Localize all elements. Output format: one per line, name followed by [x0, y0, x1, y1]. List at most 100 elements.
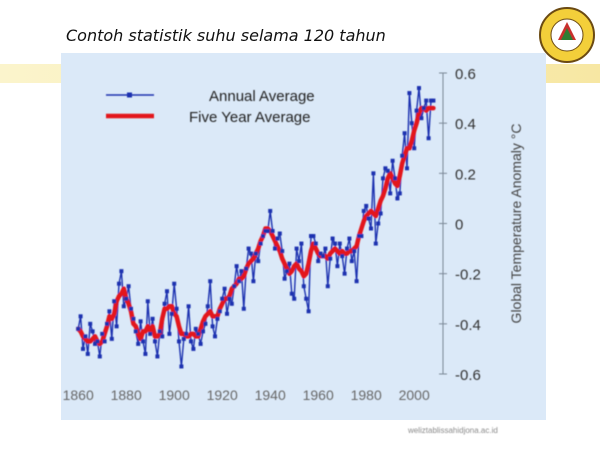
data-point-annual-average — [93, 341, 97, 346]
data-point-annual-average — [234, 264, 239, 269]
data-point-annual-average — [220, 296, 225, 301]
data-point-annual-average — [265, 229, 270, 234]
data-point-annual-average — [157, 329, 162, 334]
data-point-annual-average — [297, 259, 301, 264]
data-point-annual-average — [196, 331, 201, 336]
data-point-annual-average — [239, 269, 244, 274]
x-tick-label: 1980 — [351, 387, 382, 403]
data-point-annual-average — [109, 336, 114, 341]
data-point-annual-average — [201, 329, 205, 334]
data-point-annual-average — [97, 354, 102, 359]
data-point-annual-average — [289, 291, 294, 296]
data-point-annual-average — [273, 246, 277, 251]
data-point-annual-average — [301, 284, 306, 289]
data-point-annual-average — [143, 351, 148, 356]
data-point-annual-average — [213, 334, 217, 339]
data-point-annual-average — [373, 241, 378, 246]
data-point-annual-average — [280, 249, 285, 254]
university-logo — [539, 7, 595, 63]
data-point-annual-average — [256, 259, 261, 264]
data-point-annual-average — [275, 236, 280, 241]
y-tick-label: -0.6 — [455, 367, 481, 384]
x-tick-label: 1900 — [159, 387, 190, 403]
data-point-annual-average — [313, 241, 318, 246]
data-point-annual-average — [371, 171, 376, 176]
data-point-annual-average — [277, 231, 282, 236]
data-point-annual-average — [388, 191, 393, 196]
y-tick-label: -0.2 — [455, 267, 481, 284]
data-point-annual-average — [361, 208, 366, 213]
data-point-annual-average — [261, 234, 265, 239]
data-point-annual-average — [421, 106, 426, 111]
y-axis-label: Global Temperature Anomaly °C — [508, 124, 524, 324]
data-point-annual-average — [311, 234, 316, 239]
y-tick-label: 0.6 — [455, 66, 476, 83]
data-point-annual-average — [419, 116, 424, 121]
data-point-annual-average — [232, 284, 237, 289]
data-point-annual-average — [179, 364, 184, 369]
data-point-annual-average — [359, 234, 364, 239]
data-point-annual-average — [117, 281, 121, 286]
data-point-annual-average — [294, 246, 299, 251]
x-tick-label: 1860 — [63, 387, 94, 403]
data-point-annual-average — [78, 314, 83, 319]
data-point-annual-average — [114, 324, 119, 329]
data-point-annual-average — [409, 121, 414, 126]
data-point-annual-average — [407, 91, 412, 96]
data-point-annual-average — [354, 279, 359, 284]
data-point-annual-average — [414, 108, 419, 113]
data-point-annual-average — [119, 269, 124, 274]
data-point-annual-average — [342, 271, 347, 276]
data-point-annual-average — [237, 279, 241, 284]
data-point-annual-average — [186, 304, 191, 309]
data-point-annual-average — [136, 341, 141, 346]
data-point-annual-average — [333, 241, 337, 246]
data-point-annual-average — [167, 331, 172, 336]
data-point-annual-average — [369, 226, 373, 231]
data-point-annual-average — [345, 246, 349, 251]
data-point-annual-average — [208, 279, 213, 284]
y-tick-label: -0.4 — [455, 317, 481, 334]
legend-marker-annual-average — [127, 92, 132, 98]
data-point-annual-average — [321, 254, 325, 259]
data-point-annual-average — [169, 311, 174, 316]
data-point-annual-average — [133, 329, 138, 334]
y-tick-label: 0 — [455, 217, 463, 234]
data-point-annual-average — [282, 276, 287, 281]
data-point-annual-average — [174, 306, 179, 311]
data-point-annual-average — [177, 339, 181, 344]
data-point-annual-average — [181, 336, 186, 341]
data-point-annual-average — [364, 203, 369, 208]
data-point-annual-average — [366, 216, 371, 221]
data-point-annual-average — [412, 146, 417, 151]
data-point-annual-average — [337, 241, 342, 246]
data-point-annual-average — [258, 241, 263, 246]
x-tick-label: 2000 — [399, 387, 430, 403]
data-point-annual-average — [316, 259, 321, 264]
data-point-annual-average — [352, 249, 357, 254]
data-point-annual-average — [349, 259, 354, 264]
legend-label-annual-average: Annual Average — [209, 88, 315, 105]
data-point-annual-average — [299, 241, 304, 246]
data-point-annual-average — [215, 316, 220, 321]
chart-area: -0.6 -0.4 -0.2 0 0.2 0.4 0.6 1860 1880 1900 1920 19… — [61, 53, 546, 420]
x-tick-label: 1920 — [207, 387, 238, 403]
data-point-annual-average — [393, 176, 397, 181]
data-point-annual-average — [397, 191, 402, 196]
data-point-annual-average — [148, 331, 153, 336]
data-point-annual-average — [246, 246, 251, 251]
data-point-annual-average — [287, 261, 292, 266]
data-point-annual-average — [383, 166, 388, 171]
data-point-annual-average — [400, 153, 405, 158]
data-point-annual-average — [205, 304, 210, 309]
data-point-annual-average — [112, 299, 117, 304]
data-point-annual-average — [424, 98, 429, 103]
data-point-annual-average — [241, 306, 246, 311]
data-point-annual-average — [124, 296, 129, 301]
data-point-annual-average — [402, 131, 407, 136]
data-point-annual-average — [229, 301, 234, 306]
x-tick-label: 1940 — [255, 387, 286, 403]
chart-plot-group: -0.6 -0.4 -0.2 0 0.2 0.4 0.6 1860 1880 1900 1920 19… — [63, 66, 524, 403]
data-point-annual-average — [141, 339, 145, 344]
data-point-annual-average — [165, 289, 169, 294]
